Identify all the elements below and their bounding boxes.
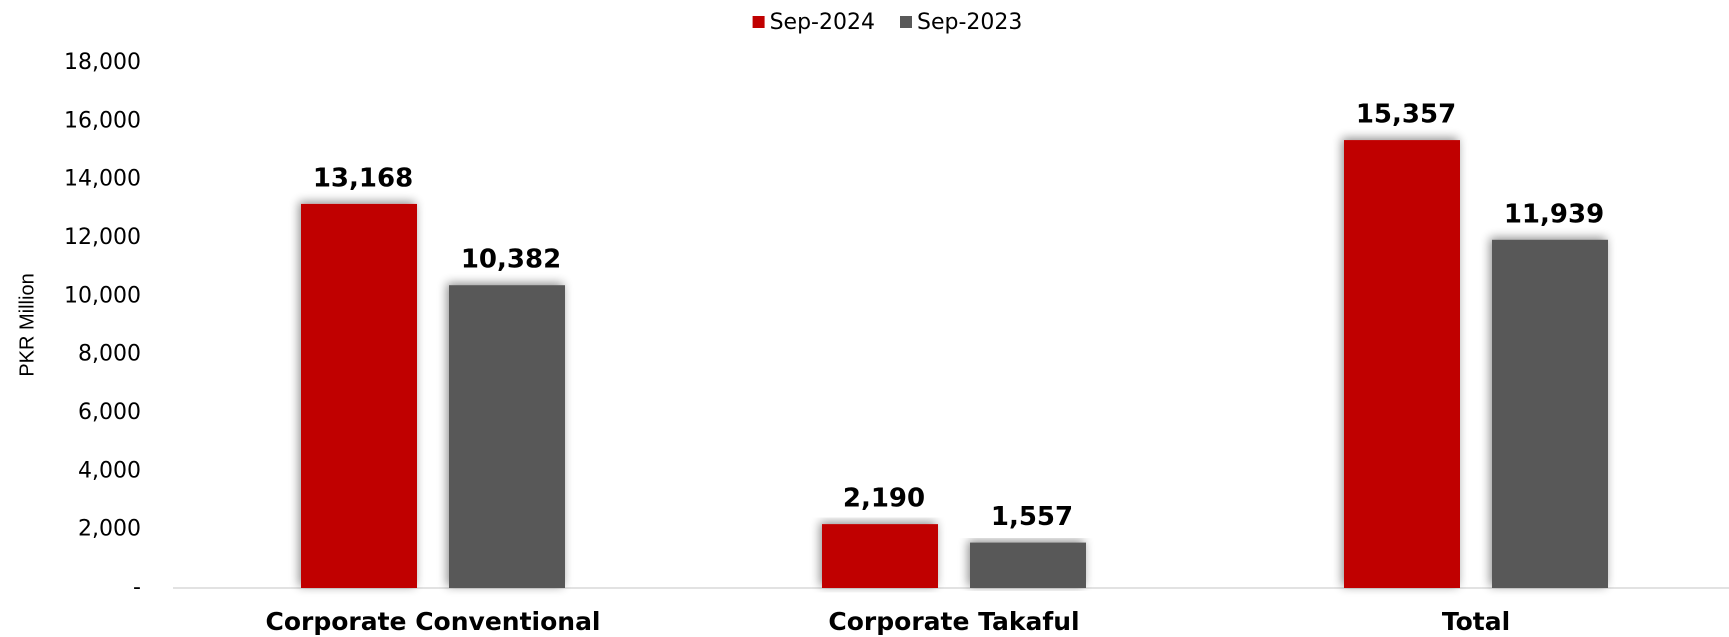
bar — [822, 524, 938, 588]
data-label: 15,357 — [1356, 100, 1456, 130]
data-label: 13,168 — [313, 163, 413, 193]
bar — [970, 542, 1086, 588]
legend-label: Sep-2023 — [917, 10, 1022, 35]
bar — [301, 203, 417, 588]
y-tick-label: - — [133, 575, 141, 600]
legend-swatch — [752, 16, 765, 28]
y-tick-label: 14,000 — [64, 167, 141, 192]
bar — [1344, 140, 1460, 588]
y-tick-label: 6,000 — [78, 400, 141, 425]
y-tick-label: 2,000 — [78, 517, 141, 542]
x-tick-label: Corporate Conventional — [265, 607, 600, 636]
y-axis-label: PKR Million — [16, 273, 38, 376]
bar — [449, 285, 565, 588]
y-tick-label: 8,000 — [78, 342, 141, 367]
y-tick-label: 4,000 — [78, 458, 141, 483]
legend-label: Sep-2024 — [770, 10, 875, 35]
data-label: 2,190 — [843, 484, 925, 514]
x-tick-label: Total — [1442, 607, 1510, 636]
y-tick-label: 12,000 — [64, 225, 141, 250]
legend-swatch — [900, 16, 912, 28]
bar — [1492, 239, 1608, 588]
x-tick-label: Corporate Takaful — [828, 607, 1079, 636]
data-label: 1,557 — [991, 502, 1073, 532]
data-label: 11,939 — [1504, 199, 1604, 229]
data-label: 10,382 — [461, 245, 561, 275]
y-tick-label: 18,000 — [64, 50, 141, 75]
y-tick-label: 10,000 — [64, 283, 141, 308]
y-tick-label: 16,000 — [64, 108, 141, 133]
